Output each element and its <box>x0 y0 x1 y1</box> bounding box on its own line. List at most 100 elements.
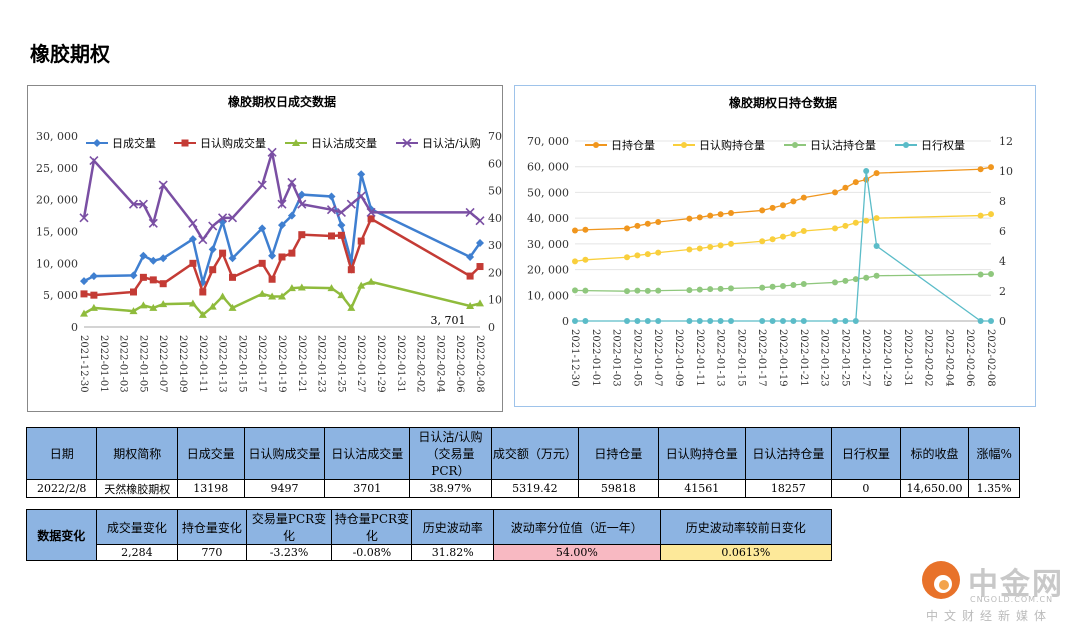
cell: 14,650.00 <box>899 479 970 498</box>
data-point <box>842 277 849 284</box>
data-label: 3, 701 <box>431 314 466 327</box>
data-point <box>769 236 776 243</box>
cell: 38.97% <box>409 479 492 498</box>
data-point <box>367 277 376 285</box>
data-point <box>977 271 984 278</box>
data-point <box>780 202 786 209</box>
data-point <box>297 190 306 199</box>
y-left-tick-label: 60, 000 <box>527 161 569 174</box>
data-point <box>988 164 994 171</box>
header-cell: 日认沽/认购（交易量PCR） <box>409 427 492 480</box>
y-right-tick-label: 4 <box>999 255 1006 268</box>
data-point <box>475 216 485 226</box>
data-point <box>696 318 703 324</box>
data-point <box>707 286 714 293</box>
data-point <box>634 252 641 259</box>
data-point <box>988 211 994 218</box>
x-tick-label: 2022-01-13 <box>715 329 726 387</box>
y-right-tick-label: 0 <box>488 321 495 334</box>
data-point <box>780 318 786 324</box>
volume-chart-svg: 橡胶期权日成交数据 0 5, 000 10, 000 15, 000 20, 000 25,… <box>36 94 502 393</box>
header-cell: 日认沽持仓量 <box>744 427 833 480</box>
data-point <box>198 310 207 318</box>
data-point <box>159 280 167 288</box>
cell: 41561 <box>657 479 746 498</box>
data-point <box>297 199 307 209</box>
data-point <box>769 318 776 324</box>
data-point <box>759 284 766 291</box>
legend-label: 日持仓量 <box>611 138 655 152</box>
data-point <box>842 184 849 191</box>
data-point <box>624 254 630 261</box>
x-tick-label: 2022-02-08 <box>474 335 485 393</box>
data-point <box>218 292 227 300</box>
cell: 18257 <box>744 479 833 498</box>
data-point <box>367 215 375 223</box>
data-point <box>277 199 287 209</box>
cell: 1.35% <box>968 479 1020 498</box>
data-point <box>465 207 475 217</box>
data-point <box>268 292 277 300</box>
data-point <box>852 318 859 324</box>
data-point <box>336 207 346 217</box>
x-tick-label: 2022-01-07 <box>652 329 663 387</box>
y-right-tick-label: 10 <box>999 165 1013 178</box>
x-tick-label: 2022-01-03 <box>118 335 129 393</box>
data-point <box>707 318 714 324</box>
data-point <box>346 199 356 209</box>
data-point <box>356 191 366 201</box>
data-point <box>769 283 776 290</box>
data-point <box>80 290 88 298</box>
data-point <box>89 272 98 281</box>
x-tick-label: 2022-01-17 <box>756 329 767 387</box>
legend-marker <box>792 142 798 148</box>
data-point <box>832 318 838 324</box>
cell: 770 <box>177 544 247 561</box>
daily-summary-row: 2022/2/8 天然橡胶期权 13198 9497 3701 38.97% 5… <box>25 479 1020 498</box>
data-point <box>655 219 662 225</box>
data-point <box>189 259 197 267</box>
data-point <box>873 170 880 177</box>
series-line <box>574 166 992 232</box>
data-point <box>209 266 217 274</box>
data-point <box>873 272 880 279</box>
y-left-tick-label: 40, 000 <box>527 212 569 225</box>
x-tick-label: 2022-01-11 <box>694 329 705 387</box>
header-cell: 持仓量变化 <box>177 509 247 545</box>
data-point <box>759 238 766 245</box>
y-right-tick-label: 60 <box>488 157 502 170</box>
daily-summary-header-row: 日期 期权简称 日成交量 日认购成交量 日认沽成交量 日认沽/认购（交易量PCR… <box>25 427 1020 480</box>
data-point <box>832 225 838 232</box>
data-point <box>717 318 724 324</box>
legend-marker <box>681 142 687 148</box>
y-left-tick-label: 50, 000 <box>527 186 569 199</box>
data-point <box>219 249 227 257</box>
data-point <box>258 259 266 267</box>
data-point <box>759 318 766 324</box>
y-left-tick-label: 5, 000 <box>43 289 78 302</box>
data-point <box>357 281 366 289</box>
y-left-tick-label: 70, 000 <box>527 135 569 148</box>
x-tick-label: 2022-01-05 <box>631 329 642 387</box>
header-cell: 日认沽成交量 <box>324 427 411 480</box>
data-point <box>988 318 994 324</box>
data-point <box>357 237 365 245</box>
data-point <box>977 318 984 324</box>
data-point <box>337 221 346 230</box>
data-point <box>129 307 138 315</box>
header-cell: 涨幅% <box>968 427 1020 480</box>
data-point <box>298 231 306 239</box>
data-point <box>863 168 870 174</box>
data-point <box>759 207 766 214</box>
data-point <box>644 318 651 324</box>
header-cell: 日持仓量 <box>577 427 659 480</box>
data-point <box>686 318 693 324</box>
data-point <box>229 273 236 281</box>
data-point <box>769 204 776 211</box>
data-point <box>832 189 838 196</box>
x-tick-label: 2022-01-15 <box>236 335 247 393</box>
data-point <box>852 276 859 283</box>
data-point <box>199 288 207 296</box>
data-point <box>572 287 578 294</box>
data-point <box>644 220 651 227</box>
